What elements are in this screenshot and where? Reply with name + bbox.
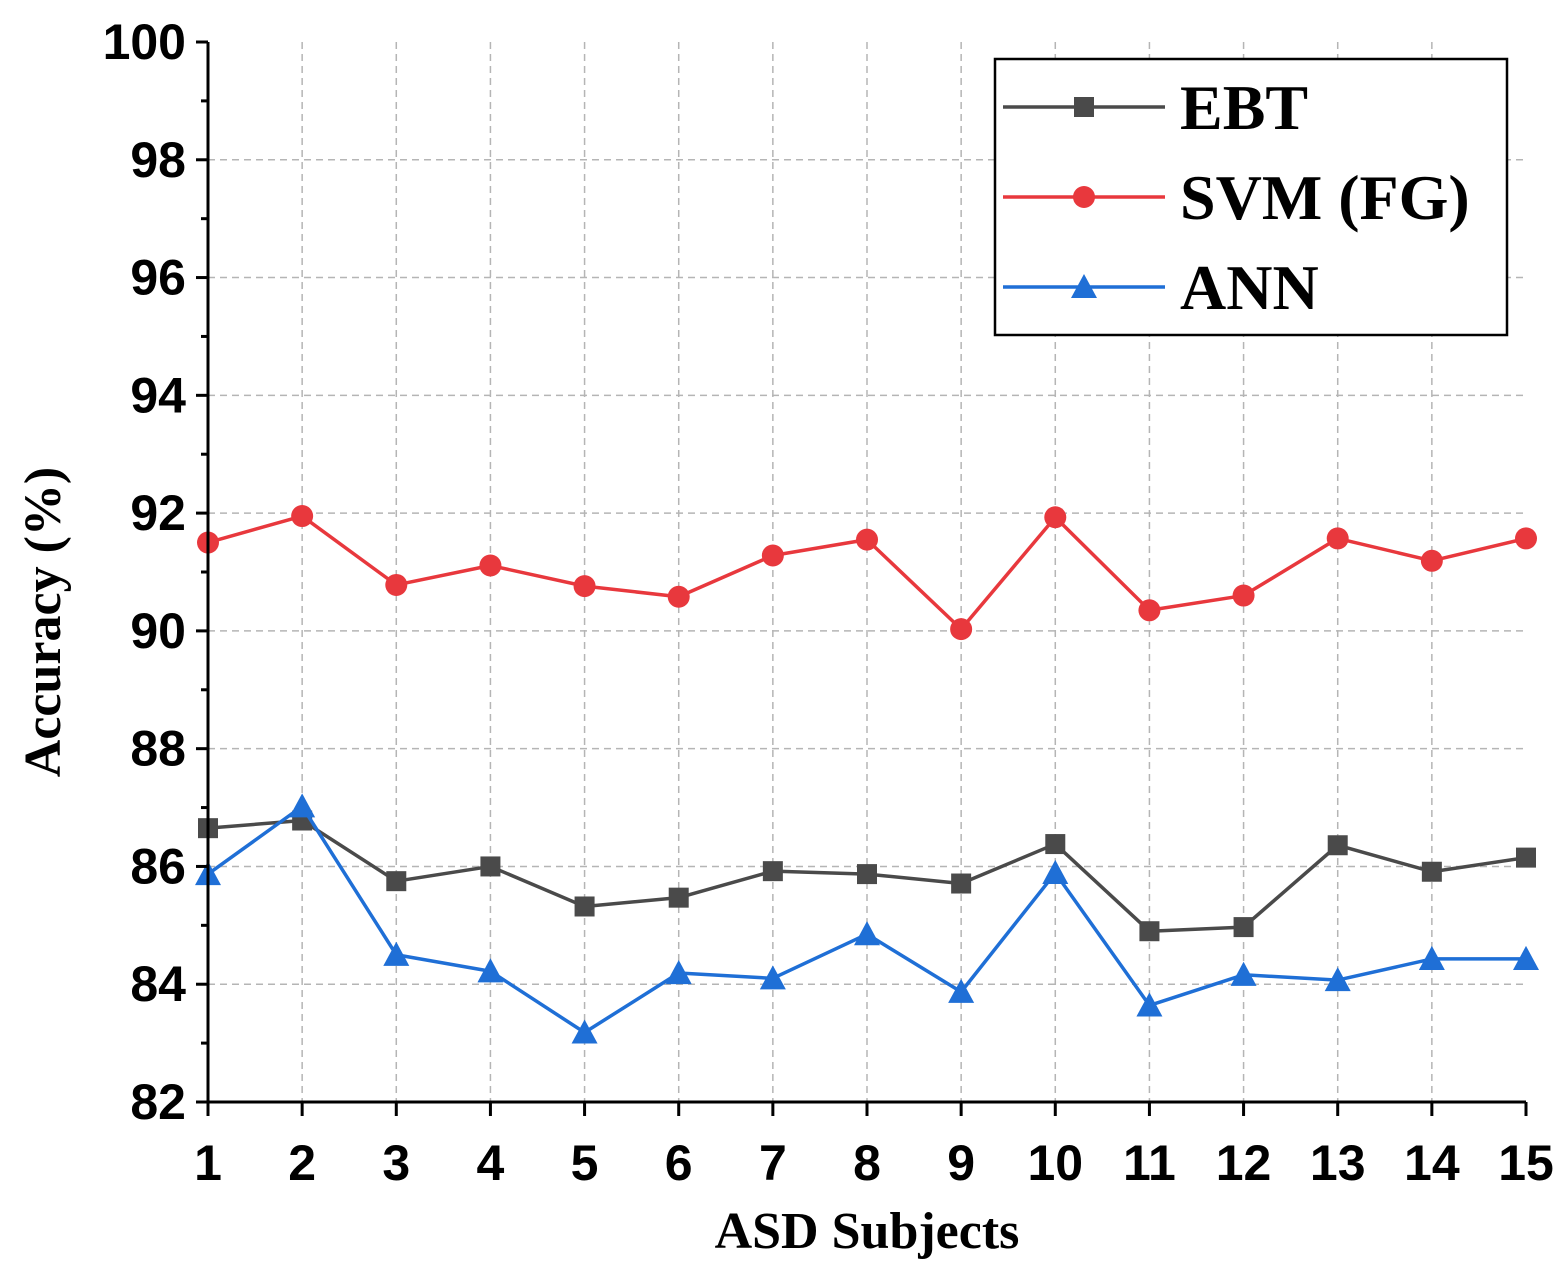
- triangle-marker: [1136, 992, 1163, 1017]
- y-tick-label: 98: [130, 132, 186, 188]
- triangle-marker: [477, 958, 504, 983]
- square-marker: [386, 871, 407, 892]
- circle-marker: [1232, 584, 1255, 607]
- x-tick-label: 4: [477, 1135, 505, 1191]
- legend-label: ANN: [1180, 252, 1319, 323]
- y-tick-label: 94: [130, 367, 186, 423]
- legend: EBT SVM (FG) ANN: [993, 57, 1509, 337]
- square-marker: [1074, 97, 1094, 117]
- triangle-marker: [665, 960, 692, 985]
- grid-lines: [208, 42, 1526, 1102]
- circle-marker: [856, 528, 878, 551]
- y-tick-label: 92: [130, 485, 186, 541]
- y-tick-label: 84: [130, 956, 186, 1012]
- x-axis-title: ASD Subjects: [715, 1203, 1020, 1260]
- x-tick-label: 13: [1310, 1135, 1366, 1191]
- circle-marker: [950, 618, 973, 641]
- x-tick-label: 5: [571, 1135, 599, 1191]
- triangle-marker: [1513, 945, 1539, 970]
- circle-marker: [1138, 599, 1161, 622]
- triangle-marker: [383, 941, 410, 966]
- circle-marker: [761, 544, 784, 567]
- triangle-marker: [1324, 967, 1351, 992]
- y-axis-title: Accuracy (%): [15, 467, 72, 777]
- square-marker: [1327, 835, 1348, 856]
- y-tick-label: 88: [130, 721, 186, 777]
- x-tick-label: 7: [759, 1135, 787, 1191]
- legend-item: SVM (FG): [1003, 162, 1470, 233]
- x-tick-label: 6: [665, 1135, 693, 1191]
- x-tick-label: 12: [1216, 1135, 1272, 1191]
- y-tick-label: 86: [130, 838, 186, 894]
- triangle-marker: [854, 921, 880, 946]
- triangle-marker: [1230, 961, 1257, 986]
- square-marker: [857, 864, 877, 885]
- circle-marker: [479, 554, 502, 577]
- y-tick-label: 82: [130, 1074, 186, 1130]
- series-ebt: [198, 810, 1536, 942]
- square-marker: [480, 856, 501, 877]
- x-tick-label: 15: [1498, 1135, 1554, 1191]
- y-tick-label: 90: [130, 603, 186, 659]
- triangle-marker: [1071, 274, 1097, 299]
- circle-marker: [573, 575, 596, 598]
- circle-marker: [1326, 527, 1349, 550]
- circle-marker: [385, 573, 408, 596]
- square-marker: [1139, 921, 1160, 942]
- series-svm-fg: [197, 505, 1537, 641]
- square-marker: [1045, 834, 1066, 855]
- x-tick-label: 8: [853, 1135, 881, 1191]
- legend-item: ANN: [1003, 252, 1319, 323]
- triangle-marker: [571, 1019, 598, 1044]
- triangle-marker: [948, 978, 975, 1003]
- square-marker: [1516, 847, 1536, 868]
- square-marker: [574, 896, 595, 917]
- triangle-marker: [759, 965, 786, 990]
- legend-label: SVM (FG): [1180, 162, 1470, 233]
- x-tick-label: 14: [1404, 1135, 1460, 1191]
- circle-marker: [1073, 186, 1095, 208]
- x-tick-label: 3: [382, 1135, 410, 1191]
- circle-marker: [291, 505, 314, 528]
- legend-label: EBT: [1180, 72, 1308, 143]
- x-tick-label: 2: [288, 1135, 316, 1191]
- square-marker: [762, 861, 783, 882]
- x-tick-label: 9: [947, 1135, 975, 1191]
- triangle-marker: [289, 793, 316, 818]
- y-tick-label: 96: [130, 250, 186, 306]
- triangle-marker: [1418, 945, 1445, 970]
- x-tick-label: 10: [1027, 1135, 1083, 1191]
- triangle-marker: [1042, 859, 1069, 884]
- square-marker: [951, 873, 972, 894]
- circle-marker: [667, 585, 690, 608]
- circle-marker: [1515, 527, 1537, 550]
- series-ann: [195, 793, 1539, 1044]
- legend-item: EBT: [1003, 72, 1308, 143]
- series-layer: [195, 505, 1539, 1044]
- circle-marker: [1420, 549, 1443, 572]
- square-marker: [668, 887, 689, 908]
- circle-marker: [1044, 506, 1067, 529]
- square-marker: [1233, 917, 1254, 938]
- square-marker: [1421, 861, 1442, 882]
- y-tick-label: 100: [103, 14, 186, 70]
- x-tick-label: 11: [1123, 1135, 1176, 1191]
- x-tick-label: 1: [194, 1135, 222, 1191]
